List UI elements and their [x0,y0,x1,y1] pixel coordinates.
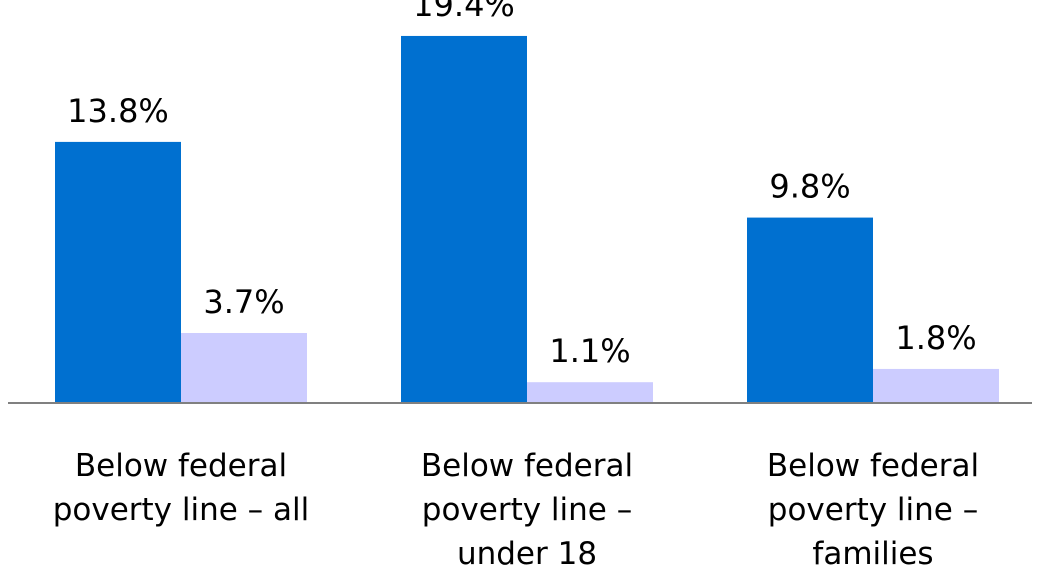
category-label-3: Below federal poverty line – families [767,448,979,570]
bars-group [55,35,999,403]
bar-series-1-category-2 [401,35,527,403]
value-label-series-2-category-3: 1.8% [895,319,976,357]
category-label-3-line-3: families [812,536,933,570]
category-label-3-line-1: Below federal [767,448,979,484]
value-label-series-2-category-2: 1.1% [549,332,630,370]
category-label-1-line-1: Below federal [75,448,287,484]
value-label-series-1-category-3: 9.8% [769,168,850,206]
bar-series-2-category-2 [527,382,653,403]
bar-series-2-category-3 [873,368,999,403]
category-label-3-line-2: poverty line – [768,492,978,528]
category-label-1-line-2: poverty line – all [53,492,310,528]
value-label-series-2-category-1: 3.7% [203,283,284,321]
value-label-series-1-category-2: 19.4% [413,0,515,24]
value-label-series-1-category-1: 13.8% [67,92,169,130]
bar-series-1-category-1 [55,141,181,403]
value-labels-group: 13.8% 3.7% 19.4% 1.1% 9.8% 1.8% [67,0,976,370]
category-label-2-line-1: Below federal [421,448,633,484]
category-label-2-line-2: poverty line – [422,492,632,528]
category-label-2: Below federal poverty line – under 18 [421,448,633,570]
bar-series-1-category-3 [747,217,873,403]
category-label-1: Below federal poverty line – all [53,448,310,528]
category-label-2-line-3: under 18 [457,536,597,570]
bar-series-2-category-1 [181,332,307,403]
